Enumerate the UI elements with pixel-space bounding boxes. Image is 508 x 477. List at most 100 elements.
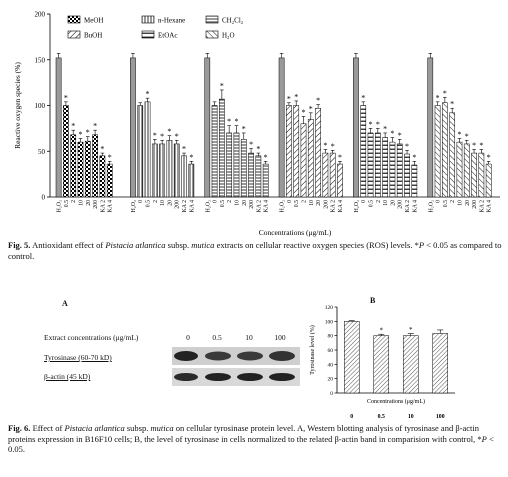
significance-marker: * (294, 92, 298, 101)
x-tick-label: 10 (234, 200, 240, 206)
significance-marker: * (405, 142, 409, 151)
x-tick-label: H₂O₂ (131, 200, 137, 212)
bar (403, 335, 419, 394)
fig5-caption-text: < 0.05 as compared to control. (8, 240, 502, 261)
y-tick-label: 120 (325, 305, 334, 311)
bar (344, 321, 360, 394)
actin-band (174, 373, 198, 381)
blot-conc-label: 0.5 (212, 333, 222, 342)
fig6-caption: Fig. 6. Effect of Pistacia atlantica sub… (8, 423, 502, 455)
bar (293, 105, 300, 198)
bar (353, 57, 359, 198)
x-tick-label: H₂O₂ (280, 200, 286, 212)
significance-marker: * (412, 153, 416, 162)
x-tick-label: 2 (450, 200, 456, 203)
bar (92, 134, 98, 198)
panel-a-label: A (62, 299, 68, 308)
bar (106, 163, 113, 198)
significance-marker: * (323, 141, 327, 150)
bar (307, 118, 314, 198)
x-tick-label: 0 (138, 200, 144, 203)
y-tick-label: 60 (328, 348, 334, 354)
significance-marker: * (376, 120, 380, 129)
x-tick-label: 200 (323, 200, 329, 209)
significance-marker: * (71, 122, 75, 131)
actin-label: β-actin (45 kD) (44, 372, 91, 381)
y-axis-label: Tyrosinase level (%) (309, 325, 316, 375)
bar (449, 112, 456, 198)
fig5-caption-p: P (418, 240, 425, 250)
bar (432, 333, 448, 394)
bar (55, 57, 62, 198)
y-tick-label: 20 (328, 377, 334, 383)
fig5-caption-text: Antioxidant effect of (30, 240, 106, 250)
fig6-caption-label: Fig. 6. (8, 423, 31, 433)
x-tick-label: 0.5 (146, 200, 152, 207)
fig6-caption-text: on cellular tyrosinase protein level. A,… (8, 423, 482, 444)
bar (84, 140, 91, 198)
bar (315, 107, 321, 198)
bar (188, 163, 195, 198)
fig6-panel-a: A Extract concentrations (μg/mL) 0 0.5 1… (0, 285, 300, 405)
legend-swatch (205, 15, 219, 24)
significance-marker: * (100, 145, 104, 154)
bar (485, 163, 492, 198)
tyrosinase-band (269, 351, 295, 361)
x-tick-label: KA 4 (189, 200, 195, 213)
x-tick-label: 10 (309, 200, 315, 206)
x-tick-label: 2 (302, 200, 308, 203)
bar (434, 105, 441, 198)
significance-marker: * (409, 326, 413, 334)
significance-marker: * (383, 124, 387, 133)
x-tick-label: KA 2 (182, 200, 188, 213)
actin-band (237, 373, 263, 381)
bar (360, 105, 367, 198)
bar (404, 153, 410, 198)
legend-label: H₂O (222, 32, 235, 40)
significance-marker: * (316, 96, 320, 105)
bar (233, 132, 240, 198)
significance-marker: * (93, 122, 97, 131)
significance-marker: * (79, 130, 83, 139)
fig6-caption-species: Pistacia atlantica (64, 423, 125, 433)
x-tick-label: 0 (287, 200, 293, 203)
y-tick-label: 100 (325, 319, 334, 325)
significance-marker: * (249, 140, 253, 149)
legend-swatch (67, 30, 81, 39)
bar (463, 143, 470, 198)
x-tick-label: 20 (86, 200, 92, 206)
fig6-caption-subsp: mutica (150, 423, 174, 433)
significance-marker: * (153, 131, 157, 140)
significance-marker: * (369, 120, 373, 129)
fig6-caption-text: < 0.05. (8, 433, 494, 455)
x-tick-label: 20 (167, 200, 173, 206)
bar (278, 57, 285, 198)
x-tick-label: 0 (436, 200, 442, 203)
bar (181, 155, 187, 198)
bar (471, 152, 477, 198)
x-tick-label: KA 4 (412, 200, 418, 213)
significance-marker: * (487, 153, 491, 162)
bar (137, 105, 144, 198)
x-tick-label: KA 2 (479, 200, 485, 213)
bar (411, 164, 418, 198)
significance-marker: * (108, 153, 112, 162)
significance-marker: * (264, 153, 268, 162)
legend-label: n-Hexane (158, 17, 185, 25)
bar (166, 140, 173, 198)
bar (204, 57, 211, 198)
significance-marker: * (146, 90, 150, 99)
blot-conc-label: 100 (274, 333, 286, 342)
bar (262, 163, 269, 198)
y-tick-label: 80 (328, 334, 334, 340)
significance-marker: * (227, 117, 231, 126)
x-tick-label: KA 4 (264, 200, 270, 213)
bar (337, 163, 343, 198)
x-tick-label: 20 (465, 200, 471, 206)
x-tick-label: H₂O₂ (354, 200, 360, 212)
x-tick-label: KA 2 (405, 200, 411, 213)
bar (255, 155, 262, 198)
significance-marker: * (189, 153, 193, 162)
extract-concentrations-label: Extract concentrations (μg/mL) (44, 333, 139, 342)
